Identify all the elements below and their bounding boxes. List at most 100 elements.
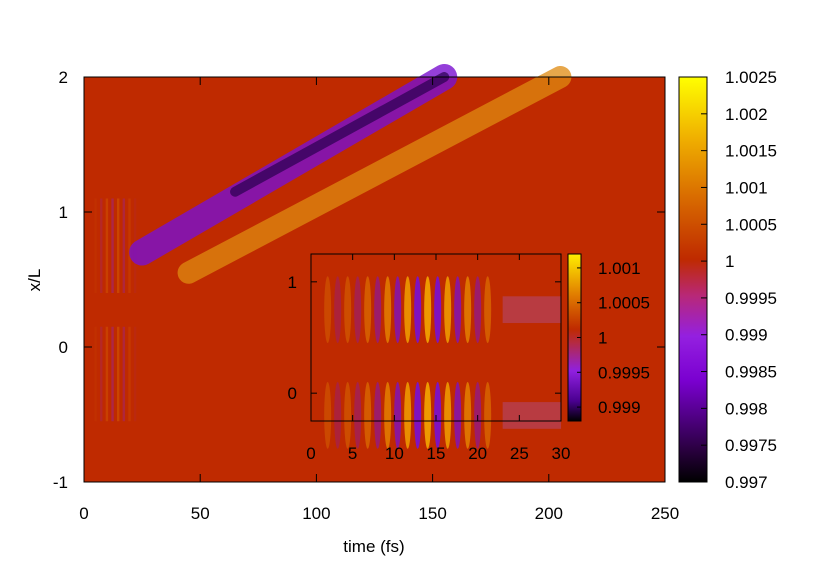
main-colorbar-tick-label: 0.9995 <box>725 289 777 308</box>
inset-oscillation-mark <box>334 276 342 344</box>
inset-oscillation-mark <box>344 382 352 449</box>
inset-heatmap-marks <box>324 276 561 449</box>
main-colorbar-gradient <box>678 76 708 483</box>
inset-x-tick-label: 15 <box>427 444 446 463</box>
ripple-stripe <box>105 198 109 293</box>
inset-oscillation-mark <box>354 276 362 344</box>
main-colorbar-tick-label: 0.999 <box>725 326 768 345</box>
main-x-tick-label: 200 <box>535 504 563 523</box>
main-colorbar-tick-label: 1.0005 <box>725 215 777 234</box>
inset-oscillation-mark <box>374 382 382 449</box>
inset-x-tick-label: 20 <box>468 444 487 463</box>
main-y-tick-label: 0 <box>59 338 68 357</box>
inset-oscillation-mark <box>424 382 432 449</box>
inset-oscillation-mark <box>344 276 352 344</box>
ripple-stripe <box>128 198 131 293</box>
inset-colorbar: 0.999 0.9995 1 1.0005 1.001 <box>567 253 650 422</box>
inset-oscillation-mark <box>484 276 492 344</box>
inset-oscillation-mark <box>414 382 422 449</box>
inset-colorbar-ticks: 0.999 0.9995 1 1.0005 1.001 <box>577 259 650 417</box>
inset-oscillation-mark <box>384 382 392 449</box>
inset-colorbar-tick-label: 1.001 <box>598 259 641 278</box>
inset-x-tick-label: 0 <box>306 444 315 463</box>
inset-oscillation-mark <box>354 382 362 449</box>
ripple-stripe <box>105 326 109 422</box>
inset-oscillation-mark <box>394 382 402 449</box>
inset-oscillation-mark <box>394 276 402 344</box>
main-x-tick-label: 250 <box>651 504 679 523</box>
inset-oscillation-mark <box>374 276 382 344</box>
main-y-tick-label: 1 <box>59 203 68 222</box>
inset-oscillation-mark <box>334 382 342 449</box>
inset-plot: 0 5 10 15 20 25 30 0 1 <box>288 253 571 463</box>
inset-y-tick-label: 1 <box>288 273 297 292</box>
main-y-tick-label: -1 <box>53 473 68 492</box>
inset-oscillation-mark <box>444 382 452 449</box>
inset-tail-band <box>502 402 561 429</box>
inset-colorbar-tick-label: 1.0005 <box>598 294 650 313</box>
main-colorbar-tick-label: 0.9985 <box>725 363 777 382</box>
inset-oscillation-mark <box>454 382 462 449</box>
main-colorbar: 0.997 0.9975 0.998 0.9985 0.999 0.9995 1 1.0005… <box>678 68 777 492</box>
inset-oscillation-mark <box>444 276 452 344</box>
inset-oscillation-mark <box>464 382 472 449</box>
ripple-stripe <box>111 198 114 293</box>
inset-oscillation-mark <box>404 276 412 344</box>
main-colorbar-tick-label: 1.0015 <box>725 142 777 161</box>
ripple-stripe <box>133 326 137 422</box>
main-heatmap-marks <box>94 64 572 422</box>
inset-oscillation-mark <box>364 276 372 344</box>
ripple-stripe <box>122 198 126 293</box>
ripple-stripe <box>100 198 103 293</box>
inset-x-tick-label: 10 <box>385 444 404 463</box>
inset-oscillation-mark <box>484 382 492 449</box>
inset-x-tick-label: 5 <box>348 444 357 463</box>
ripple-stripe <box>94 198 97 293</box>
main-colorbar-tick-label: 1.002 <box>725 105 768 124</box>
ripple-stripe <box>100 326 103 422</box>
ripple-stripe <box>94 326 97 422</box>
inset-oscillation-mark <box>434 382 442 449</box>
main-colorbar-tick-label: 0.9975 <box>725 436 777 455</box>
inset-oscillation-mark <box>324 382 332 449</box>
crest-band <box>177 66 572 284</box>
main-x-axis-label: time (fs) <box>343 537 404 556</box>
main-plot-frame <box>83 76 666 483</box>
inset-oscillation-mark <box>464 276 472 344</box>
main-colorbar-tick-label: 0.998 <box>725 399 768 418</box>
main-colorbar-ticks: 0.997 0.9975 0.998 0.9985 0.999 0.9995 1 1.0005… <box>701 68 777 492</box>
inset-oscillation-mark <box>364 382 372 449</box>
inset-ticks: 0 5 10 15 20 25 30 0 1 <box>288 254 571 463</box>
main-y-axis-label: x/L <box>25 269 44 292</box>
inset-colorbar-tick-label: 1 <box>598 329 607 348</box>
inset-colorbar-tick-label: 0.9995 <box>598 363 650 382</box>
inset-oscillation-mark <box>404 382 412 449</box>
ripple-stripe <box>116 326 120 422</box>
inset-oscillation-mark <box>414 276 422 344</box>
ripple-stripe <box>128 326 131 422</box>
ripple-stripe <box>122 326 126 422</box>
inset-oscillation-mark <box>324 276 332 344</box>
ripple-stripe <box>116 198 120 293</box>
inset-oscillation-mark <box>454 276 462 344</box>
inset-y-tick-label: 0 <box>288 384 297 403</box>
inset-oscillation-mark <box>424 276 432 344</box>
main-colorbar-tick-label: 1 <box>725 252 734 271</box>
inset-oscillation-mark <box>384 276 392 344</box>
main-x-tick-label: 50 <box>191 504 210 523</box>
inset-tail-band <box>502 296 561 324</box>
inset-oscillation-mark <box>474 276 482 344</box>
main-colorbar-tick-label: 1.0025 <box>725 68 777 87</box>
inset-x-tick-label: 25 <box>510 444 529 463</box>
inset-x-tick-label: 30 <box>552 444 571 463</box>
main-colorbar-tick-label: 0.997 <box>725 473 768 492</box>
ripple-stripe <box>111 326 114 422</box>
main-x-tick-label: 100 <box>302 504 330 523</box>
main-y-tick-label: 2 <box>59 68 68 87</box>
main-colorbar-tick-label: 1.001 <box>725 178 768 197</box>
inset-colorbar-tick-label: 0.999 <box>598 398 641 417</box>
trough-core <box>230 72 450 197</box>
inset-oscillation-mark <box>434 276 442 344</box>
